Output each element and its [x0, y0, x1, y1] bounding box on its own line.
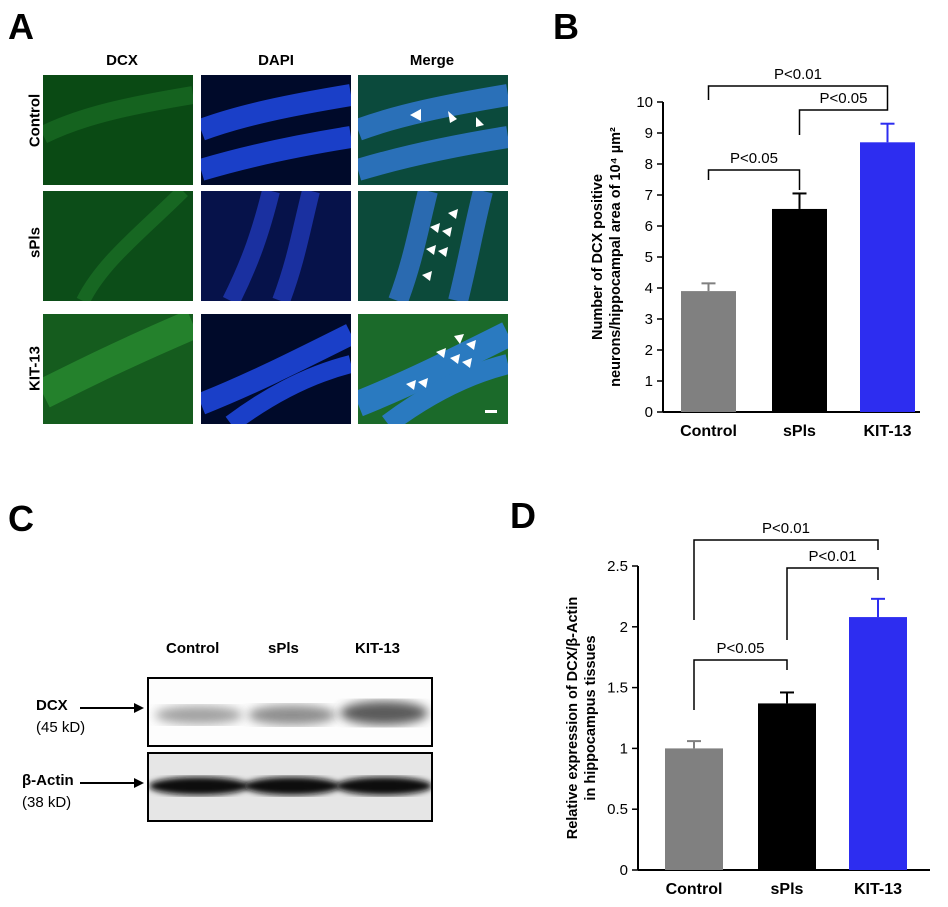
y-axis-label: Number of DCX positive neurons/hippocampa… — [590, 127, 624, 387]
micrograph-dapi-kit13 — [201, 314, 351, 424]
bar-spls — [772, 208, 827, 412]
y-tick-label: 1.5 — [607, 680, 628, 697]
significance-bracket — [707, 169, 801, 190]
scale-bar — [485, 410, 497, 413]
bar-control — [681, 291, 736, 412]
y-tick-label: 1 — [620, 740, 628, 757]
actin-blot-strip — [147, 752, 433, 822]
significance-bracket — [693, 539, 879, 620]
y-tick-label: 7 — [645, 187, 653, 204]
bar-spls — [758, 703, 816, 870]
panel-letter-b: B — [553, 6, 579, 47]
y-tick-label: 10 — [636, 94, 653, 111]
y-tick-label: 5 — [645, 249, 653, 266]
x-tick-label: sPls — [783, 423, 816, 440]
significance-bracket — [693, 659, 788, 710]
dcx-band-label: DCX — [36, 697, 68, 714]
bar-control — [665, 748, 723, 870]
lane-label-control: Control — [166, 640, 220, 657]
significance-bracket — [786, 567, 879, 640]
lane-label-spls: sPls — [268, 640, 299, 657]
x-tick-label: KIT-13 — [854, 881, 902, 898]
y-axis-label: Relative expression of DCX/β-Actin in hip… — [565, 597, 599, 840]
y-tick-label: 6 — [645, 218, 653, 235]
arrowhead-icon — [476, 117, 484, 127]
row-label-kit13: KIT-13 — [26, 346, 44, 392]
micrograph-dcx-control — [43, 75, 193, 185]
y-tick-label: 0.5 — [607, 801, 628, 818]
y-tick-label: 0 — [645, 404, 653, 421]
micrograph-dcx-spls — [43, 191, 193, 301]
y-tick-label: 3 — [645, 311, 653, 328]
lane-label-kit13: KIT-13 — [355, 640, 401, 657]
y-tick-label: 0 — [620, 862, 628, 879]
column-label-dapi: DAPI — [258, 52, 294, 69]
y-tick-label: 2 — [620, 619, 628, 636]
significance-label: P<0.05 — [820, 90, 868, 107]
y-tick-label: 4 — [645, 280, 653, 297]
micrograph-merge-spls — [358, 191, 508, 301]
arrow-icon — [80, 778, 144, 788]
significance-bracket — [707, 85, 889, 100]
column-label-merge: Merge — [409, 52, 455, 69]
significance-label: P<0.01 — [809, 548, 857, 565]
micrograph-merge-control — [358, 75, 508, 185]
row-label-spls: sPls — [26, 227, 44, 258]
arrow-icon — [80, 703, 144, 713]
y-tick-label: 2 — [645, 342, 653, 359]
micrograph-dcx-kit13 — [43, 314, 193, 424]
y-tick-label: 2.5 — [607, 558, 628, 575]
significance-label: P<0.05 — [730, 150, 778, 167]
arrowhead-icon — [410, 109, 421, 121]
actin-band-weight: (38 kD) — [22, 794, 72, 811]
micrograph-dapi-control — [201, 75, 351, 185]
chart-panel-d: 0 0.5 1 1.5 2 2.5 Relative expression of DCX/β… — [565, 520, 930, 898]
panel-letter-d: D — [510, 495, 536, 536]
y-tick-label: 9 — [645, 125, 653, 142]
x-tick-label: sPls — [771, 881, 804, 898]
dcx-band-weight: (45 kD) — [36, 719, 86, 736]
bar-kit-13 — [849, 617, 907, 870]
y-tick-label: 8 — [645, 156, 653, 173]
actin-band-label: β-Actin — [22, 772, 74, 789]
x-tick-label: KIT-13 — [863, 423, 911, 440]
significance-bracket — [798, 90, 889, 135]
micrograph-merge-kit13 — [358, 314, 508, 424]
arrowhead-icon — [448, 111, 457, 123]
panel-letter-a: A — [8, 6, 34, 47]
chart-panel-b: 0 1 2 3 4 5 6 7 8 9 10 Number of DCX positive neuron… — [590, 66, 920, 440]
column-label-dcx: DCX — [106, 52, 138, 69]
row-label-control: Control — [26, 93, 44, 148]
panel-letter-c: C — [8, 498, 34, 539]
significance-label: P<0.05 — [717, 640, 765, 657]
y-tick-label: 1 — [645, 373, 653, 390]
significance-label: P<0.01 — [774, 66, 822, 83]
x-tick-label: Control — [666, 881, 723, 898]
significance-label: P<0.01 — [762, 520, 810, 537]
x-tick-label: Control — [680, 423, 737, 440]
bar-kit-13 — [860, 142, 915, 413]
dcx-blot-strip — [147, 677, 433, 747]
micrograph-dapi-spls — [201, 191, 351, 301]
